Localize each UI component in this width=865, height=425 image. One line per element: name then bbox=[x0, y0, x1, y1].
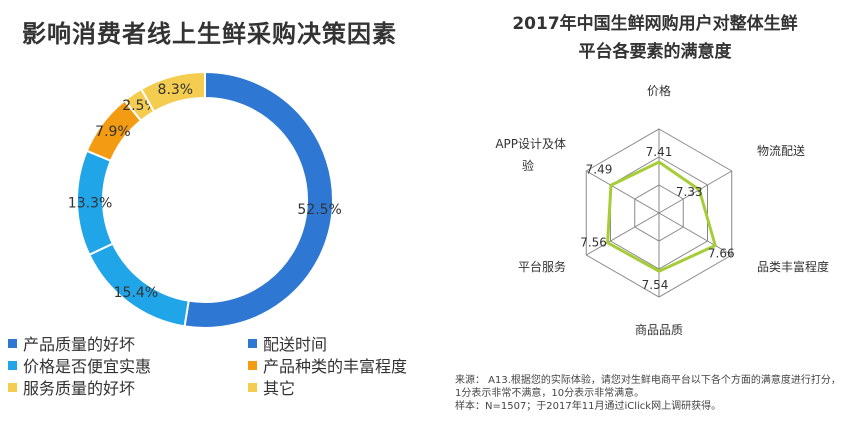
left-chart-title: 影响消费者线上生鲜采购决策因素 bbox=[22, 20, 397, 48]
radar-value-label: 7.49 bbox=[586, 162, 613, 176]
right-title-line-2: 平台各要素的满意度 bbox=[578, 42, 732, 62]
donut-chart: 52.5%15.4%13.3%7.9%2.5%8.3% bbox=[68, 70, 342, 329]
radar-value-label: 7.56 bbox=[580, 236, 607, 250]
radar-axis-label: 品类丰富程度 bbox=[757, 259, 829, 274]
legend-label: 产品种类的丰富程度 bbox=[263, 357, 408, 376]
radar-value-label: 7.54 bbox=[642, 278, 669, 292]
legend-swatch bbox=[8, 383, 17, 392]
radar-value-label: 7.33 bbox=[676, 185, 703, 199]
legend-label: 其它 bbox=[263, 379, 296, 398]
donut-slice bbox=[183, 70, 334, 329]
donut-slice-label: 15.4% bbox=[114, 285, 158, 301]
radar-axis-label: 商品品质 bbox=[635, 322, 683, 337]
legend-swatch bbox=[8, 339, 17, 348]
source-note-line-2: 1分表示非常不满意，10分表示非常满意。 bbox=[455, 388, 645, 399]
legend-swatch bbox=[248, 383, 257, 392]
source-note-line-3: 样本：N=1507；于2017年11月通过iClick网上调研获得。 bbox=[455, 401, 722, 412]
radar-axis-label: APP设计及体 bbox=[495, 137, 566, 151]
radar-axis-label: 物流配送 bbox=[757, 143, 805, 158]
donut-slice bbox=[139, 70, 206, 113]
donut-slice-label: 52.5% bbox=[297, 202, 341, 218]
legend-label: 价格是否便宜实惠 bbox=[23, 357, 152, 376]
radar-axis-line bbox=[586, 212, 660, 256]
radar-axis-line bbox=[658, 212, 732, 256]
radar-value-label: 7.66 bbox=[708, 246, 735, 260]
legend-item: 产品质量的好坏 bbox=[8, 331, 135, 355]
donut-slice-label: 8.3% bbox=[158, 82, 194, 98]
right-title-line-1: 2017年中国生鲜网购用户对整体生鲜 bbox=[512, 14, 798, 34]
legend-label: 服务质量的好坏 bbox=[23, 379, 136, 398]
legend-swatch bbox=[248, 361, 257, 370]
source-note: 来源： A13.根据您的实际体验，请您对生鲜电商平台以下各个方面的满意度进行打分… bbox=[455, 374, 860, 413]
donut-slice-label: 13.3% bbox=[68, 196, 112, 212]
radar-value-label: 7.41 bbox=[646, 145, 673, 159]
radar-axis-line bbox=[586, 170, 660, 214]
legend-item: 服务质量的好坏 bbox=[8, 375, 135, 399]
radar-axis-line bbox=[658, 170, 732, 214]
legend-label: 产品质量的好坏 bbox=[23, 335, 136, 354]
donut-slice-label: 7.9% bbox=[95, 124, 131, 140]
radar-axis-label: 验 bbox=[522, 158, 534, 173]
legend-item: 配送时间 bbox=[248, 331, 327, 355]
legend-item: 产品种类的丰富程度 bbox=[248, 353, 407, 377]
legend-label: 配送时间 bbox=[263, 335, 328, 354]
legend-swatch bbox=[8, 361, 17, 370]
radar-axis-label: 平台服务 bbox=[518, 259, 566, 274]
source-note-line-1: 来源： A13.根据您的实际体验，请您对生鲜电商平台以下各个方面的满意度进行打分… bbox=[455, 375, 841, 386]
legend-item: 价格是否便宜实惠 bbox=[8, 353, 151, 377]
legend-swatch bbox=[248, 339, 257, 348]
radar-chart: 7.41 7.33 7.66 7.54 7.56 7.49 价格物流配送品类丰富程度商品品质… bbox=[495, 83, 829, 337]
radar-series-line bbox=[606, 160, 717, 273]
legend-item: 其它 bbox=[248, 375, 295, 399]
radar-axis-label: 价格 bbox=[647, 83, 671, 98]
right-chart-title: 2017年中国生鲜网购用户对整体生鲜 平台各要素的满意度 bbox=[505, 10, 805, 66]
